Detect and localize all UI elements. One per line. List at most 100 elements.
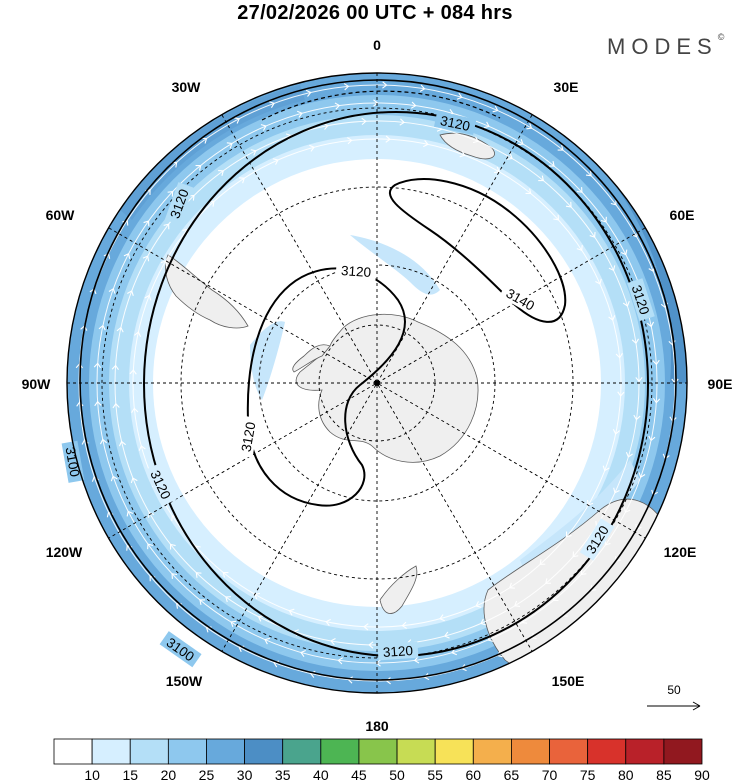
wind-arrow-head: [517, 139, 524, 146]
south-pole-marker: [374, 380, 380, 386]
wind-arrow-head: [269, 101, 275, 109]
wind-arrow-head: [130, 477, 138, 484]
wind-arrow-head: [127, 290, 134, 296]
contour-label-box: [377, 641, 419, 661]
wind-arrow-head: [144, 294, 152, 301]
wind-arrow-head: [622, 301, 630, 307]
colorbar-label: 50: [389, 767, 405, 782]
contour-label-box: [499, 282, 542, 317]
wind-arrow-head: [576, 187, 583, 193]
wind-arrow-head: [208, 200, 215, 207]
wind-arrow-head: [401, 621, 407, 629]
wind-arrow-head: [413, 656, 420, 664]
colorbar-swatch: [206, 738, 245, 765]
wind-arrow-head: [300, 649, 306, 657]
brand-name: MODES: [607, 34, 718, 59]
wind-arrow-head: [565, 201, 572, 208]
wind-arrow-head: [99, 438, 108, 445]
colorbar-swatch: [320, 738, 360, 765]
contour-label-bg: 3120: [236, 415, 260, 458]
wind-arrow-head: [638, 472, 646, 479]
wind-arrow-head: [419, 84, 426, 92]
lon-label-30e: 30E: [554, 79, 579, 95]
lon-label-60e: 60E: [670, 207, 695, 223]
colorbar-swatch: [511, 738, 550, 765]
meridian-30e-150w: [221, 114, 533, 652]
longitude-labels: 0 30E 60E 90E 120E 150E 180 150W 120W 90…: [22, 37, 733, 734]
wind-arrow-head: [565, 531, 572, 538]
wind-arrow-head: [163, 223, 170, 230]
wind-arrow-head: [94, 400, 102, 407]
contour-label-box: [61, 440, 85, 483]
colorbar: 10 15 20 25 30 35 40 45 50 55 60 65 70 75 80 85 90: [53, 738, 710, 782]
wind-arrow-head: [385, 677, 391, 685]
wind-arrow-head: [456, 92, 463, 100]
contour-label-box: [335, 261, 377, 281]
wind-arrow-head: [129, 369, 137, 375]
colorbar-label: 65: [504, 767, 520, 782]
wind-arrow-head: [347, 137, 353, 145]
wind-arrow-head: [171, 573, 178, 579]
colorbar-label: 20: [161, 767, 177, 782]
map-title: 27/02/2026 00 UTC + 084 hrs: [237, 2, 513, 24]
colorbar-swatch: [625, 738, 665, 765]
wind-arrow-head: [309, 670, 316, 678]
wind-arrow-head: [585, 170, 592, 177]
meridian-60e-120w: [108, 227, 646, 539]
wind-arrow-head: [225, 596, 232, 603]
reference-vector: 50: [647, 683, 701, 711]
wind-arrow-head: [98, 324, 106, 331]
wind-arrow-head: [538, 175, 545, 182]
wind-arrow-head: [580, 569, 587, 576]
wind-arrow-head: [423, 673, 430, 681]
wind-arrow-head: [492, 105, 499, 113]
wind-arrow-head: [131, 407, 139, 413]
wind-arrow-head: [368, 641, 374, 649]
wind-arrow-head: [459, 150, 466, 158]
wind-arrow-head: [399, 118, 405, 126]
contour-label-box: [579, 518, 615, 561]
wind-arrow-head: [264, 637, 271, 645]
wind-arrow-head: [375, 659, 381, 667]
wind-arrow-head: [296, 110, 303, 118]
colorbar-swatch: [53, 738, 93, 765]
contour-label-3120-n: 3120: [439, 113, 472, 134]
wind-arrow-head: [635, 377, 643, 383]
wind-arrow-head: [201, 137, 208, 144]
wind-arrow-head: [195, 572, 202, 578]
wind-arrow-head: [589, 231, 596, 238]
wind-arrow-head: [615, 353, 623, 359]
wind-arrow-head: [110, 475, 118, 482]
colorbar-swatch: [167, 738, 207, 765]
wind-arrow-head: [218, 170, 224, 176]
wind-arrow-head: [572, 551, 579, 558]
wind-arrow-head: [305, 89, 312, 97]
wind-arrow-head: [76, 401, 84, 407]
wind-arrow-head: [509, 582, 515, 589]
wind-arrow-head: [147, 511, 155, 518]
lon-label-90e: 90E: [708, 376, 733, 392]
lon-label-180: 180: [365, 718, 389, 734]
map-border: [66, 72, 688, 694]
wind-arrow-head: [123, 252, 131, 259]
colorbar-swatch: [549, 738, 589, 765]
wind-arrow-head: [539, 559, 546, 566]
colorbar-label: 35: [275, 767, 291, 782]
colorbar-swatch: [282, 738, 322, 765]
wind-arrow-head: [170, 543, 176, 550]
lon-label-90w: 90W: [22, 376, 52, 392]
wind-arrow-head: [330, 637, 336, 646]
wind-arrow-head: [309, 144, 315, 152]
contour-label-bg: 3100: [159, 631, 202, 668]
wind-arrow-head: [260, 124, 267, 131]
wind-arrow-head: [195, 164, 202, 171]
wind-arrow-head: [337, 657, 344, 665]
contour-label-bg: 3120: [335, 261, 377, 281]
wind-arrow-head: [545, 578, 551, 584]
contour-label-box: [433, 111, 477, 136]
colorbar-label: 10: [84, 767, 100, 782]
wind-arrow-head: [602, 465, 610, 472]
colorbar-label: 55: [427, 767, 443, 782]
wind-arrow-head: [325, 618, 331, 626]
wind-arrow-head: [167, 190, 174, 197]
